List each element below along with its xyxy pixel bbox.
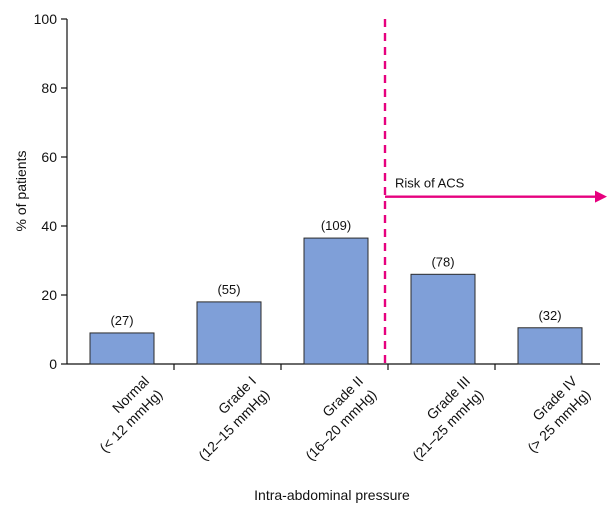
y-tick-label: 80 [41,80,57,96]
data-label: (27) [110,313,133,328]
x-tick-label: Grade III(21–25 mmHg) [396,373,487,464]
data-labels: (27) (55) (109) (78) (32) [110,218,561,328]
data-label: (55) [217,282,240,297]
y-tick-label: 20 [41,287,57,303]
x-tick-label: Grade II(16–20 mmHg) [289,373,380,464]
x-axis-label: Intra-abdominal pressure [254,487,410,503]
y-axis: 0 20 40 60 80 100 [34,11,68,372]
bar [517,327,583,365]
bar [89,332,155,365]
x-tick-label: Grade IV(> 25 mmHg) [511,372,594,455]
x-tick-labels: Normal(< 12 mmHg) Grade I(12–15 mmHg) Grad… [83,372,594,464]
data-label: (78) [431,254,454,269]
bars [89,237,583,365]
data-label: (32) [538,308,561,323]
risk-arrow-head [595,190,607,203]
risk-annotation: Risk of ACS [383,19,607,364]
bar [303,237,369,365]
x-ticks [173,364,496,370]
bar [196,301,262,365]
y-tick-label: 60 [41,149,57,165]
data-label: (109) [321,218,351,233]
y-tick-label: 100 [34,11,58,27]
x-tick-label: Normal(< 12 mmHg) [83,373,166,456]
bar [410,273,476,365]
y-axis-label: % of patients [13,151,29,232]
risk-label: Risk of ACS [395,176,465,191]
y-tick-label: 40 [41,218,57,234]
y-tick-label: 0 [49,356,57,372]
x-tick-label: Grade I(12–15 mmHg) [182,373,273,464]
